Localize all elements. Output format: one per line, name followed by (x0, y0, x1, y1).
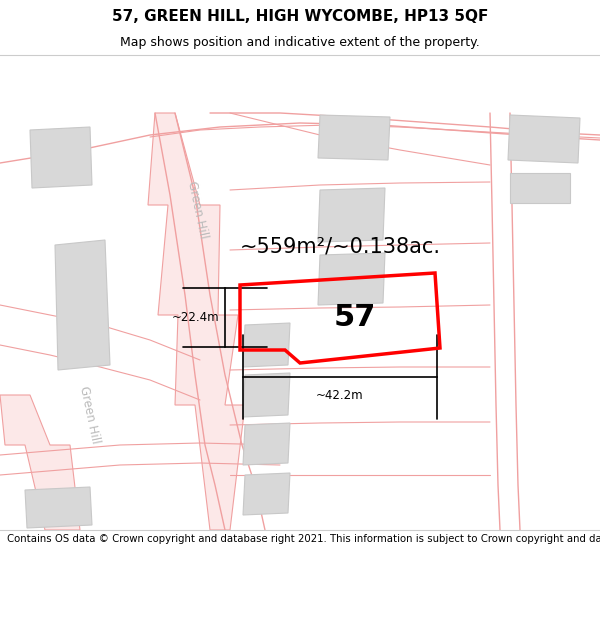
Text: Map shows position and indicative extent of the property.: Map shows position and indicative extent… (120, 36, 480, 49)
Polygon shape (318, 188, 385, 242)
Polygon shape (243, 323, 290, 367)
Polygon shape (508, 115, 580, 163)
Text: Green Hill: Green Hill (185, 180, 211, 240)
Polygon shape (510, 173, 570, 203)
Polygon shape (0, 395, 80, 530)
Text: ~22.4m: ~22.4m (172, 311, 219, 324)
Polygon shape (318, 253, 385, 305)
Polygon shape (25, 487, 92, 528)
Polygon shape (318, 115, 390, 160)
Text: ~42.2m: ~42.2m (316, 389, 364, 402)
Polygon shape (243, 473, 290, 515)
Text: 57: 57 (334, 302, 376, 331)
Text: 57, GREEN HILL, HIGH WYCOMBE, HP13 5QF: 57, GREEN HILL, HIGH WYCOMBE, HP13 5QF (112, 9, 488, 24)
Polygon shape (243, 423, 290, 465)
Polygon shape (30, 127, 92, 188)
Text: Contains OS data © Crown copyright and database right 2021. This information is : Contains OS data © Crown copyright and d… (7, 534, 600, 544)
Text: ~559m²/~0.138ac.: ~559m²/~0.138ac. (239, 237, 440, 257)
Polygon shape (243, 373, 290, 417)
Polygon shape (55, 240, 110, 370)
Text: Green Hill: Green Hill (77, 385, 103, 445)
Polygon shape (148, 113, 245, 530)
